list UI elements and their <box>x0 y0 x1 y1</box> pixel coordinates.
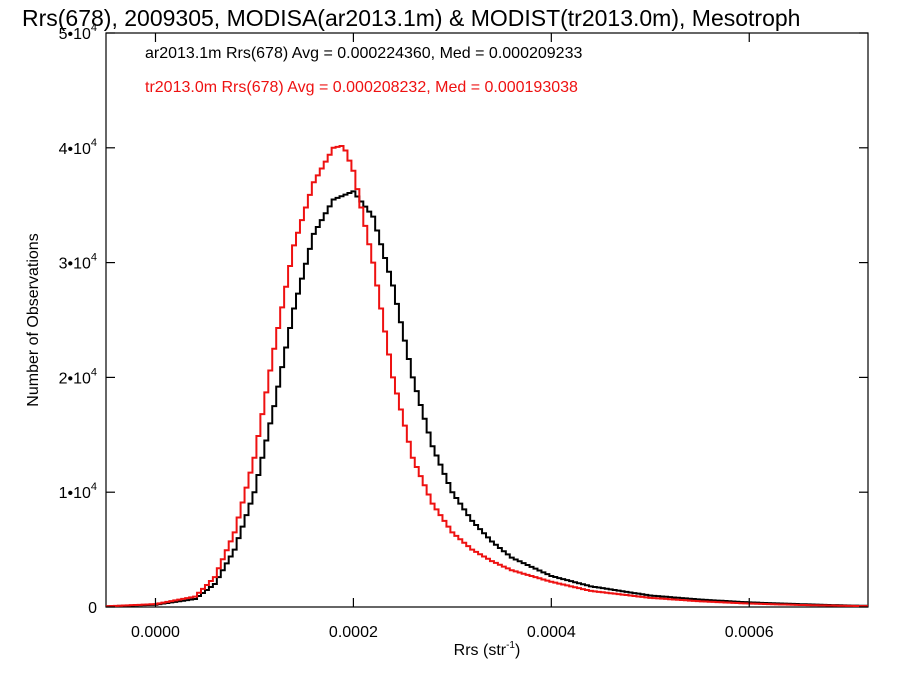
chart-title: Rrs(678), 2009305, MODISA(ar2013.1m) & M… <box>22 5 800 31</box>
x-axis-ticks: 0.0000 0.0002 0.0004 0.0006 <box>131 33 774 641</box>
legend-entry-tr2013-0m: tr2013.0m Rrs(678) Avg = 0.000208232, Me… <box>145 79 578 96</box>
y-axis-ticks: 0 1•104 2•104 3•104 4•104 5•104 <box>59 22 868 617</box>
plot-frame <box>105 32 869 608</box>
y-tick-label: 4•104 <box>59 137 97 158</box>
x-tick-label: 0.0006 <box>725 624 774 641</box>
series-layer <box>106 144 868 608</box>
y-tick-label: 1•104 <box>59 481 97 502</box>
x-tick-label: 0.0002 <box>329 624 378 641</box>
x-axis-label: Rrs (str-1) <box>454 640 521 659</box>
y-tick-label: 2•104 <box>59 366 97 387</box>
y-tick-label: 0 <box>88 600 97 617</box>
y-axis-label: Number of Observations <box>25 233 42 406</box>
y-tick-label: 3•104 <box>59 252 97 273</box>
x-tick-label: 0.0000 <box>131 624 180 641</box>
series-line-tr2013-0m <box>106 144 868 608</box>
legend-entry-ar2013-1m: ar2013.1m Rrs(678) Avg = 0.000224360, Me… <box>145 45 582 62</box>
y-tick-label: 5•104 <box>59 22 97 43</box>
series-line-ar2013-1m <box>106 190 868 608</box>
x-tick-label: 0.0004 <box>527 624 576 641</box>
